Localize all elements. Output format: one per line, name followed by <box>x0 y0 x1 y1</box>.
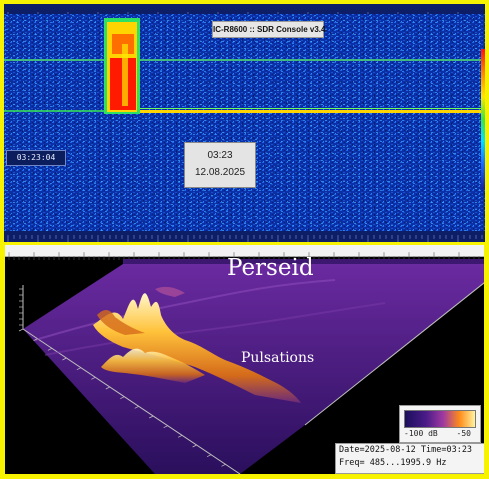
bottom-ruler-ticks <box>7 235 483 242</box>
x-axis-tick <box>221 464 226 467</box>
db-scale-gradient <box>404 410 476 428</box>
pulsation-ridge <box>101 348 205 383</box>
x-axis-tick <box>105 386 110 390</box>
spectrogram-3d-plot <box>18 259 484 474</box>
x-axis-tick <box>47 348 53 351</box>
db-scale-labels: -100 dB -50 0 <box>404 429 484 438</box>
carrier-line-upper <box>4 59 485 61</box>
x-axis-tick <box>177 435 183 438</box>
time-overlay: 03:23:04 <box>6 150 66 166</box>
waterfall-top-ruler <box>4 4 485 19</box>
spectrogram-3d-panel[interactable]: Perseid Pulsations -100 dB -50 0 Date=20… <box>5 245 484 474</box>
x-axis-tick <box>62 357 67 361</box>
meteor-burst-streak <box>122 44 128 106</box>
distant-echo <box>155 286 185 297</box>
waterfall-colorbar <box>481 49 485 189</box>
timestamp-time: 03:23 <box>207 150 233 161</box>
timestamp-box: 03:23 12.08.2025 <box>184 142 256 188</box>
spectrogram-back-wall <box>123 259 484 264</box>
carrier-line-left <box>4 110 134 112</box>
db-scale-mid: -50 <box>456 429 471 438</box>
x-axis-tick <box>163 425 168 428</box>
db-scale: -100 dB -50 0 <box>399 405 481 443</box>
capture-info: Date=2025-08-12 Time=03:23 Freq= 485...1… <box>335 443 484 474</box>
upper-echo <box>97 310 145 335</box>
pulsations-label: Pulsations <box>241 350 315 366</box>
x-axis-tick <box>76 367 82 370</box>
y-axis <box>304 282 484 426</box>
x-axis-tick <box>18 328 24 332</box>
x-axis-tick <box>120 396 125 399</box>
x-axis-tick <box>134 406 139 409</box>
db-scale-min: -100 dB <box>404 429 438 438</box>
x-axis-tick <box>192 444 197 448</box>
x-axis-tick <box>33 338 38 341</box>
x-axis-tick <box>206 454 212 457</box>
x-axis-tick <box>91 377 96 380</box>
waterfall-bottom-ruler <box>4 231 485 242</box>
x-axis-tick <box>149 415 154 419</box>
waterfall-canvas <box>4 14 485 231</box>
timestamp-date: 12.08.2025 <box>194 167 246 178</box>
meteor-peak <box>93 293 301 403</box>
perseid-label: Perseid <box>227 255 314 281</box>
capture-info-date: Date=2025-08-12 Time=03:23 <box>339 445 473 455</box>
carrier-line-main-edge <box>134 108 485 109</box>
waterfall-panel[interactable]: IC-R8600 :: SDR Console v3.4 03:23:04 03… <box>4 4 485 242</box>
ridge-2 <box>44 302 386 356</box>
ridge-1 <box>34 279 336 341</box>
waterfall-noise-overlay <box>4 14 485 231</box>
carrier-line-main <box>134 110 485 113</box>
app-title: IC-R8600 :: SDR Console v3.4 <box>212 21 325 38</box>
capture-info-freq: Freq= 485...1995.9 Hz <box>339 458 447 468</box>
